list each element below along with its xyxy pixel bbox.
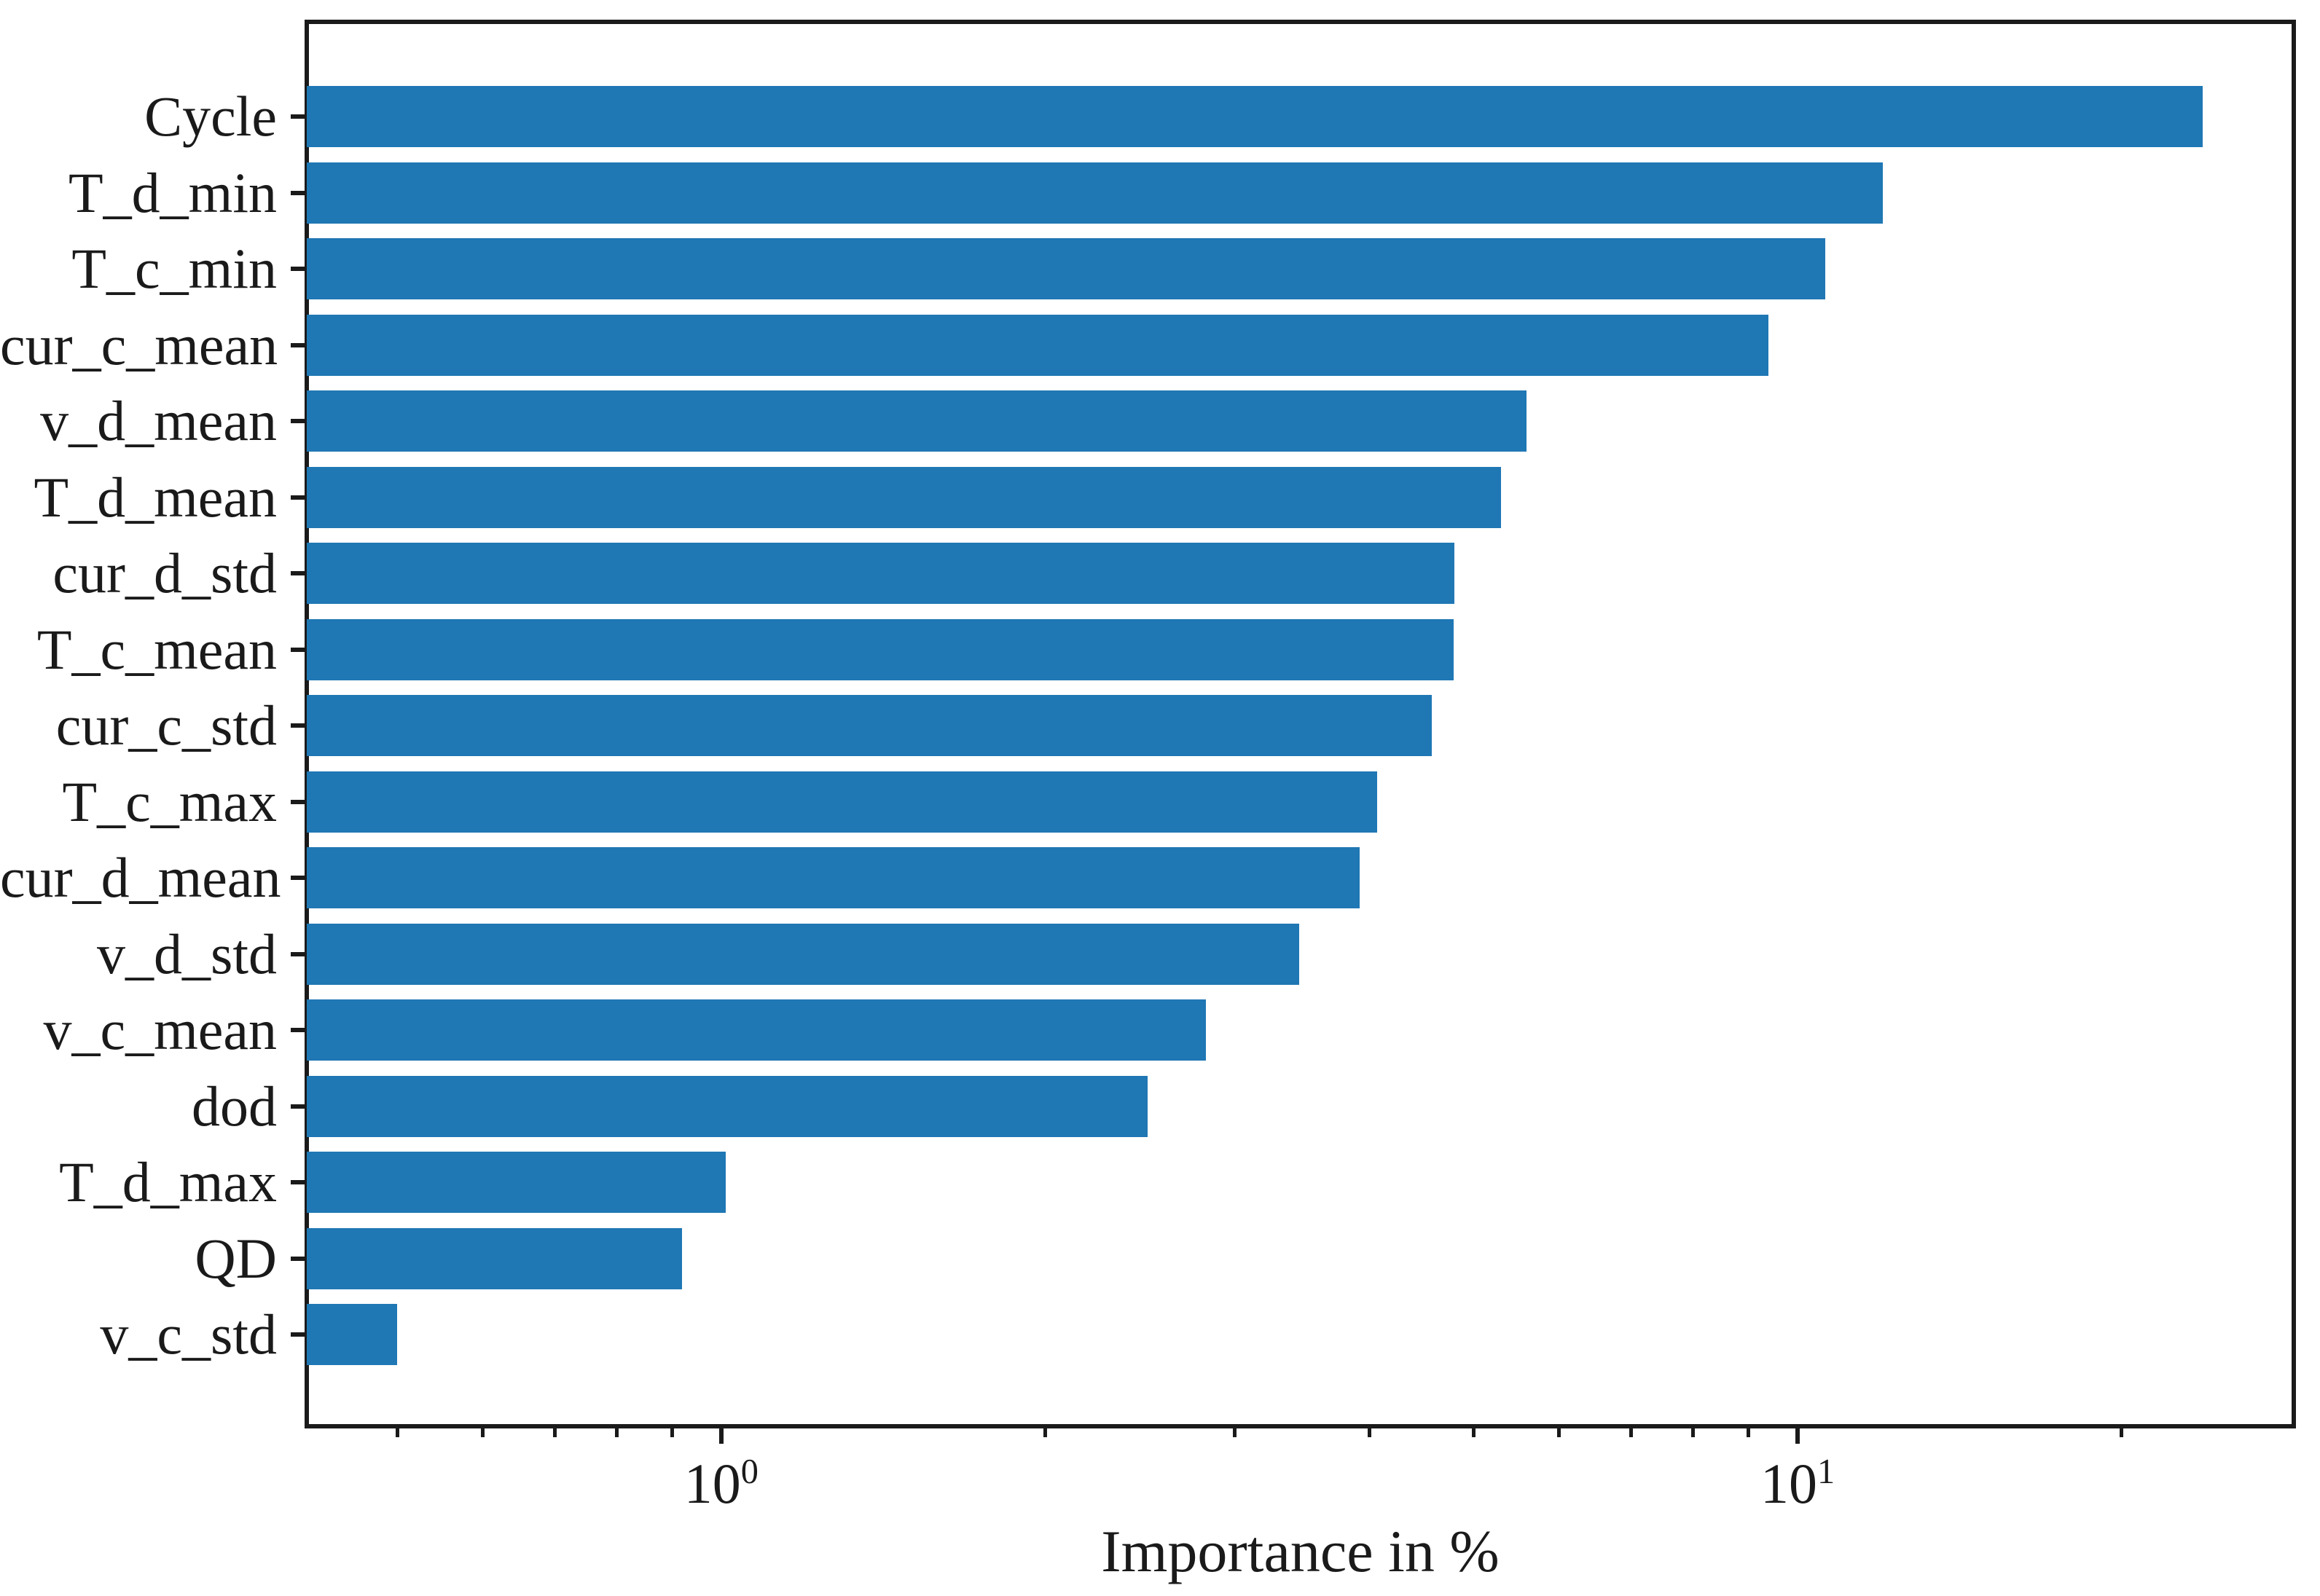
y-tick-T_d_max (291, 1180, 305, 1184)
y-tick-T_d_mean (291, 495, 305, 500)
ytick-label-T_c_max: T_c_max (62, 769, 277, 833)
bar-cur_d_std (307, 543, 1455, 604)
ytick-label-cur_c_mean: cur_c_mean (0, 312, 278, 377)
ytick-label-dod: dod (192, 1074, 277, 1138)
x-major-tick-1 (718, 1428, 724, 1444)
bar-dod (307, 1075, 1148, 1137)
x-minor-tick-8 (1691, 1428, 1696, 1437)
y-tick-v_c_mean (291, 1028, 305, 1032)
y-tick-T_c_min (291, 267, 305, 271)
y-tick-cur_d_mean (291, 876, 305, 880)
x-minor-tick-20 (2120, 1428, 2124, 1437)
bar-v_d_std (307, 923, 1299, 985)
x-minor-tick-7 (1629, 1428, 1633, 1437)
x-major-tick-10 (1795, 1428, 1800, 1444)
bar-T_d_max (307, 1152, 726, 1213)
ytick-label-v_c_mean: v_c_mean (43, 998, 277, 1061)
ytick-label-T_d_max: T_d_max (59, 1150, 277, 1214)
ytick-label-cur_c_std: cur_c_std (55, 693, 277, 757)
bar-T_d_mean (307, 466, 1501, 528)
ytick-label-T_c_mean: T_c_mean (36, 617, 277, 681)
y-tick-T_c_max (291, 799, 305, 804)
bar-v_c_std (307, 1304, 398, 1365)
ytick-label-T_d_min: T_d_min (68, 160, 277, 224)
x-minor-tick-0.7 (552, 1428, 557, 1437)
ytick-label-T_c_min: T_c_min (71, 237, 277, 300)
y-tick-T_d_min (291, 190, 305, 195)
bar-T_d_min (307, 162, 1884, 224)
ytick-label-Cycle: Cycle (144, 84, 277, 148)
y-tick-v_d_std (291, 951, 305, 956)
y-tick-v_c_std (291, 1332, 305, 1337)
x-tick-exponent: 0 (740, 1452, 759, 1492)
x-minor-tick-0.5 (395, 1428, 399, 1437)
x-minor-tick-2 (1043, 1428, 1048, 1437)
y-tick-cur_c_std (291, 723, 305, 728)
ytick-label-T_d_mean: T_d_mean (34, 465, 277, 529)
bar-v_c_mean (307, 999, 1207, 1061)
ytick-label-v_d_std: v_d_std (96, 921, 277, 986)
x-minor-tick-4 (1367, 1428, 1371, 1437)
bar-QD (307, 1227, 683, 1289)
bar-cur_c_std (307, 695, 1432, 756)
x-minor-tick-3 (1233, 1428, 1237, 1437)
bar-T_c_mean (307, 618, 1454, 680)
x-tick-label-10: 101 (1760, 1452, 1835, 1515)
bar-T_c_min (307, 238, 1825, 299)
y-tick-cur_d_std (291, 571, 305, 575)
ytick-label-v_d_mean: v_d_mean (40, 389, 277, 452)
ytick-label-cur_d_mean: cur_d_mean (0, 846, 281, 909)
ytick-label-QD: QD (195, 1226, 277, 1290)
x-tick-label-1: 100 (683, 1452, 759, 1515)
x-axis-label: Importance in % (1101, 1518, 1500, 1584)
y-tick-Cycle (291, 114, 305, 119)
x-minor-tick-6 (1556, 1428, 1561, 1437)
y-tick-dod (291, 1104, 305, 1109)
x-minor-tick-0.6 (480, 1428, 485, 1437)
x-minor-tick-5 (1471, 1428, 1476, 1437)
x-minor-tick-0.8 (615, 1428, 619, 1437)
bar-cur_d_mean (307, 847, 1360, 908)
bar-Cycle (307, 86, 2203, 147)
x-minor-tick-9 (1747, 1428, 1751, 1437)
y-tick-cur_c_mean (291, 342, 305, 347)
y-tick-v_d_mean (291, 419, 305, 423)
ytick-label-v_c_std: v_c_std (100, 1302, 277, 1366)
y-tick-QD (291, 1256, 305, 1261)
x-tick-exponent: 1 (1817, 1452, 1835, 1492)
bar-T_c_max (307, 771, 1378, 833)
y-tick-T_c_mean (291, 647, 305, 652)
bar-v_d_mean (307, 390, 1527, 452)
x-minor-tick-0.9 (670, 1428, 674, 1437)
bar-cur_c_mean (307, 314, 1769, 376)
ytick-label-cur_d_std: cur_d_std (52, 541, 277, 605)
